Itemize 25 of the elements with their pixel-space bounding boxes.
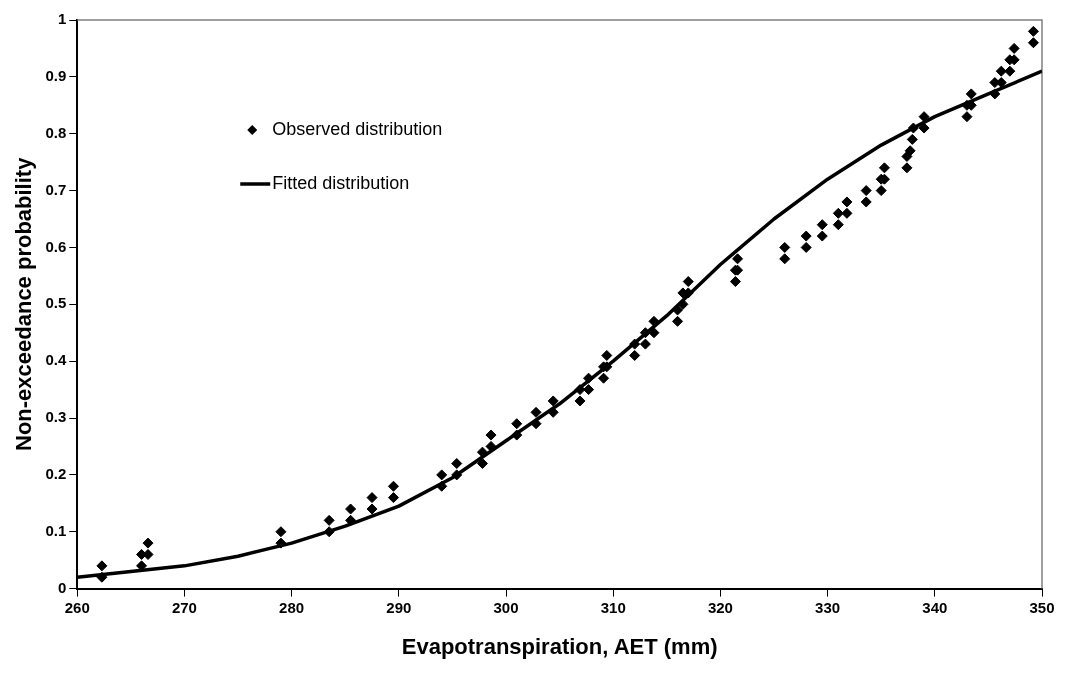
- y-tick-label: 1: [57, 10, 67, 28]
- y-tick-label: 0.1: [45, 521, 67, 539]
- x-tick-label: 320: [707, 598, 733, 616]
- x-tick-label: 340: [922, 598, 948, 616]
- y-tick-label: 0.4: [45, 351, 67, 369]
- y-tick-label: 0: [57, 578, 67, 596]
- x-tick-label: 280: [279, 598, 305, 616]
- y-tick-label: 0.7: [45, 180, 67, 198]
- x-axis-title: Evapotranspiration, AET (mm): [401, 633, 718, 659]
- x-tick-label: 350: [1029, 598, 1055, 616]
- x-tick-label: 330: [815, 598, 841, 616]
- legend-label: Observed distribution: [272, 118, 443, 139]
- y-tick-label: 0.3: [45, 408, 67, 426]
- y-tick-label: 0.6: [45, 237, 67, 255]
- y-tick-label: 0.2: [45, 465, 67, 483]
- x-tick-label: 260: [64, 598, 90, 616]
- x-tick-label: 310: [600, 598, 626, 616]
- y-axis-title: Non-exceedance probability: [11, 156, 37, 452]
- x-tick-label: 300: [493, 598, 519, 616]
- y-tick-label: 0.5: [45, 294, 67, 312]
- x-tick-label: 290: [386, 598, 412, 616]
- y-tick-label: 0.8: [45, 123, 67, 141]
- legend-label: Fitted distribution: [272, 172, 410, 193]
- y-tick-label: 0.9: [45, 67, 67, 84]
- x-tick-label: 270: [171, 598, 197, 616]
